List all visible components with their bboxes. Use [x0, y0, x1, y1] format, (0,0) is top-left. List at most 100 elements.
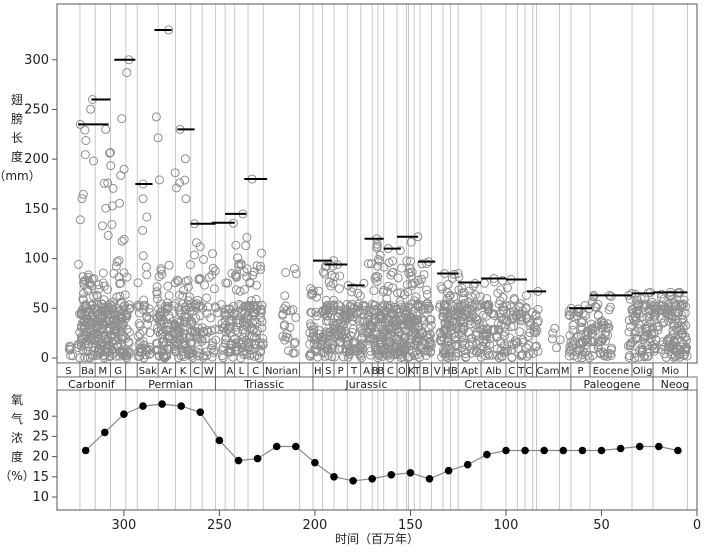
wing-length-point — [396, 288, 406, 298]
wing-length-point — [101, 307, 111, 317]
wing-length-point — [185, 315, 195, 325]
wing-length-point — [672, 307, 682, 317]
wing-length-point — [404, 317, 413, 327]
wing-length-point — [282, 306, 292, 316]
wing-length-point — [139, 301, 149, 311]
wing-length-point — [505, 300, 515, 310]
wing-length-point — [89, 156, 98, 166]
wing-length-point — [673, 326, 683, 336]
era-label: Jurassic — [344, 378, 387, 391]
oxygen-point — [215, 436, 224, 445]
wing-length-point — [235, 336, 244, 346]
wing-length-point — [172, 183, 181, 193]
top-y-tick-label: 300 — [24, 53, 49, 68]
wing-length-point — [640, 352, 650, 362]
bottom-y-axis-title-char: 浓 — [11, 431, 23, 445]
wing-length-point — [367, 299, 377, 309]
wing-length-point — [290, 348, 300, 358]
wing-length-point — [308, 286, 318, 295]
wing-length-point — [494, 299, 504, 309]
wing-length-point — [593, 299, 603, 309]
wing-length-point — [626, 338, 636, 348]
wing-length-point — [531, 342, 540, 352]
oxygen-point — [387, 471, 396, 479]
wing-length-point — [211, 335, 221, 345]
wing-length-point — [601, 327, 610, 337]
wing-length-point — [119, 268, 129, 278]
wing-length-point — [392, 288, 402, 298]
wing-length-point — [417, 274, 426, 284]
wing-length-point — [175, 178, 185, 188]
wing-length-point — [656, 292, 666, 302]
wing-length-point — [673, 308, 683, 318]
wing-length-point — [74, 259, 83, 269]
wing-length-point — [393, 327, 403, 337]
wing-length-point — [155, 318, 165, 328]
wing-length-point — [207, 326, 217, 336]
wing-length-point — [345, 348, 355, 358]
wing-length-point — [186, 260, 195, 270]
wing-length-point — [647, 297, 657, 307]
wing-length-point — [547, 334, 557, 344]
wing-length-point — [92, 290, 101, 300]
wing-length-point — [413, 302, 423, 312]
wing-length-point — [283, 333, 293, 343]
top-y-tick-label: 150 — [24, 202, 49, 217]
wing-length-point — [594, 337, 604, 347]
wing-length-point — [650, 343, 660, 353]
wing-length-point — [116, 278, 126, 288]
wing-length-point — [108, 183, 118, 193]
wing-length-point — [454, 285, 464, 295]
wing-length-point — [447, 339, 456, 349]
wing-length-point — [108, 305, 117, 315]
wing-length-point — [85, 280, 95, 290]
wing-length-point — [145, 345, 154, 355]
wing-length-point — [163, 281, 173, 291]
oxygen-point — [177, 402, 185, 410]
wing-length-point — [437, 284, 447, 294]
wing-length-point — [357, 343, 367, 353]
wing-length-point — [159, 352, 169, 362]
top-y-tick-label: 100 — [24, 252, 49, 267]
wing-length-point — [202, 293, 212, 303]
wing-length-point — [173, 340, 183, 350]
wing-length-point — [444, 292, 454, 301]
wing-length-point — [114, 256, 124, 266]
bottom-y-tick-label: 20 — [32, 450, 49, 465]
wing-length-point — [200, 280, 209, 290]
wing-length-point — [353, 288, 363, 298]
wing-length-point — [507, 345, 517, 355]
wing-length-point — [521, 290, 531, 300]
wing-length-point — [99, 281, 109, 291]
wing-length-point — [86, 301, 96, 311]
wing-length-point — [347, 287, 357, 297]
wing-length-point — [555, 335, 565, 345]
wing-length-point — [307, 308, 317, 318]
wing-length-point — [105, 351, 115, 361]
wing-length-point — [323, 345, 332, 355]
wing-length-point — [75, 215, 85, 225]
wing-length-point — [564, 351, 574, 361]
stage-label: O — [398, 366, 406, 377]
wing-length-point — [679, 295, 689, 305]
wing-length-point — [425, 337, 435, 346]
wing-length-point — [643, 351, 653, 361]
wing-length-point — [237, 305, 247, 315]
wing-length-point — [135, 301, 145, 311]
wing-length-point — [435, 300, 445, 310]
wing-length-point — [380, 318, 390, 328]
wing-length-point — [138, 251, 148, 261]
wing-length-point — [522, 351, 532, 361]
stage-label: T — [350, 366, 358, 377]
wing-length-point — [208, 263, 218, 273]
wing-length-point — [529, 322, 539, 331]
wing-length-point — [197, 323, 207, 333]
top-y-axis-title-char: （mm） — [0, 169, 41, 183]
wing-length-point — [531, 341, 541, 351]
wing-length-point — [597, 316, 607, 326]
wing-length-point — [476, 352, 486, 362]
wing-length-point — [289, 339, 299, 349]
wing-length-point — [417, 313, 426, 323]
wing-length-point — [181, 332, 191, 342]
wing-length-point — [99, 178, 109, 188]
